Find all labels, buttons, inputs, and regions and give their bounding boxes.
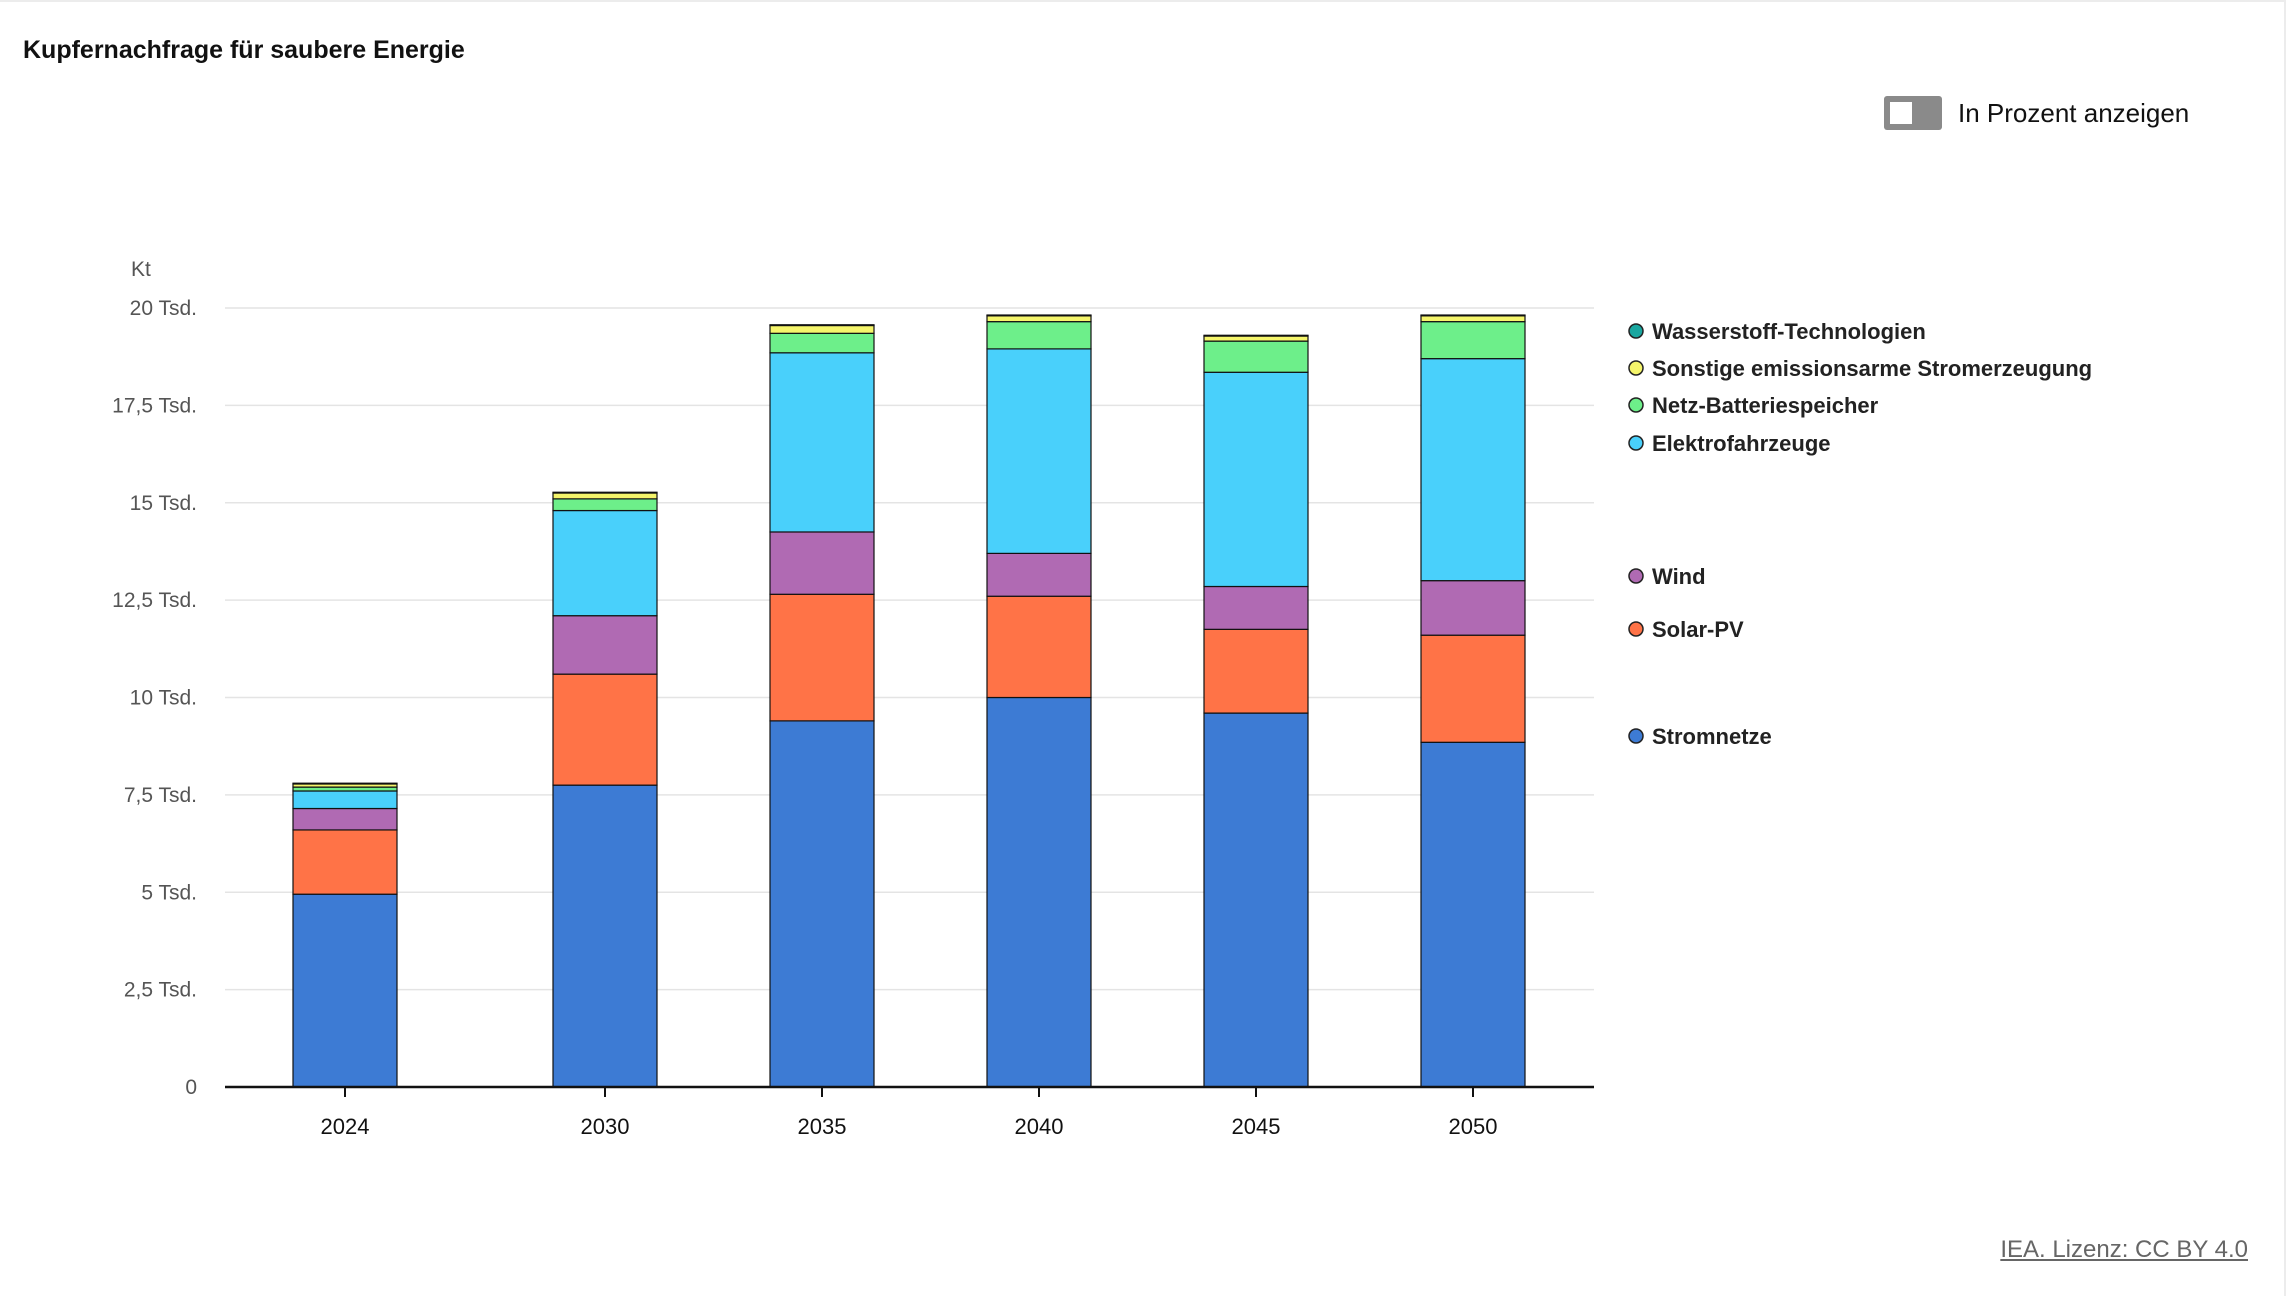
- bar-segment: [1420, 741, 1526, 1088]
- legend-item[interactable]: Stromnetze: [1628, 724, 1772, 749]
- legend-item[interactable]: Solar-PV: [1628, 617, 1744, 642]
- legend-swatch: [1628, 621, 1644, 637]
- x-tick-label: 2040: [1015, 1114, 1064, 1139]
- bar-segment: [292, 807, 398, 831]
- bar-segment: [1420, 315, 1526, 323]
- bar-segment: [986, 552, 1092, 597]
- legend-item[interactable]: Elektrofahrzeuge: [1628, 431, 1831, 456]
- bar-segment: [1203, 712, 1309, 1088]
- bar-segment: [1203, 335, 1309, 342]
- legend-swatch: [1628, 360, 1644, 376]
- bar-segment: [986, 595, 1092, 699]
- x-tick-label: 2030: [581, 1114, 630, 1139]
- legend-swatch: [1628, 568, 1644, 584]
- x-tick-label: 2035: [798, 1114, 847, 1139]
- y-tick-label: 12,5 Tsd.: [112, 589, 197, 612]
- y-tick-label: 10 Tsd.: [130, 687, 197, 710]
- bar-segment: [1420, 358, 1526, 582]
- bar-segment: [552, 673, 658, 786]
- y-tick-label: 7,5 Tsd.: [124, 784, 197, 807]
- y-tick-label: 2,5 Tsd.: [124, 979, 197, 1002]
- bar-segment: [986, 696, 1092, 1088]
- bar-segment: [769, 593, 875, 722]
- bar-segment: [986, 321, 1092, 350]
- y-tick-label: 5 Tsd.: [141, 881, 197, 904]
- legend-label: Wasserstoff-Technologien: [1652, 319, 1926, 344]
- legend-item[interactable]: Netz-Batteriespeicher: [1628, 393, 1879, 418]
- bar-segment: [769, 531, 875, 595]
- bar-segment: [292, 893, 398, 1088]
- bar-segment: [769, 332, 875, 354]
- bar-segment: [552, 509, 658, 617]
- x-tick-label: 2045: [1232, 1114, 1281, 1139]
- legend-label: Elektrofahrzeuge: [1652, 431, 1831, 456]
- bar-segment: [1203, 628, 1309, 714]
- legend: Wasserstoff-Technologien Sonstige emissio…: [1628, 319, 2092, 749]
- y-tick-label: 0: [185, 1076, 197, 1099]
- y-axis-unit-label: Kt: [131, 258, 151, 281]
- gridlines: [225, 307, 1594, 991]
- y-tick-label: 17,5 Tsd.: [112, 394, 197, 417]
- bar-segment: [552, 492, 658, 500]
- bar-segment: [1420, 321, 1526, 360]
- bar-segment: [292, 829, 398, 895]
- bar-segment: [292, 782, 398, 785]
- x-tick-label: 2050: [1449, 1114, 1498, 1139]
- page-title: Kupfernachfrage für saubere Energie: [23, 36, 465, 64]
- y-tick-label: 20 Tsd.: [130, 297, 197, 320]
- toggle-label: In Prozent anzeigen: [1958, 97, 2190, 128]
- bar-segment: [552, 491, 658, 494]
- toggle-switch[interactable]: [1884, 96, 1942, 130]
- x-tick-label: 2024: [321, 1114, 370, 1139]
- legend-item[interactable]: Wasserstoff-Technologien: [1628, 319, 1926, 344]
- bar-segment: [552, 615, 658, 675]
- percent-toggle[interactable]: In Prozent anzeigen: [1884, 96, 2189, 130]
- legend-item[interactable]: Wind: [1628, 564, 1706, 589]
- bar-segment: [769, 324, 875, 334]
- legend-label: Netz-Batteriespeicher: [1652, 393, 1879, 418]
- y-tick-label: 15 Tsd.: [130, 492, 197, 515]
- bar-segment: [1203, 334, 1309, 337]
- bar-segment: [1203, 340, 1309, 373]
- bar-segment: [769, 720, 875, 1088]
- bar-segment: [1420, 634, 1526, 743]
- legend-swatch: [1628, 728, 1644, 744]
- bar-segment: [1420, 314, 1526, 317]
- legend-item[interactable]: Sonstige emissionsarme Stromerzeugung: [1628, 356, 2092, 381]
- license-link[interactable]: IEA. Lizenz: CC BY 4.0: [2000, 1236, 2248, 1263]
- bar-segment: [769, 352, 875, 533]
- bar-segment: [1203, 371, 1309, 588]
- legend-label: Stromnetze: [1652, 724, 1772, 749]
- bar-segment: [769, 324, 875, 327]
- bar-segment: [1420, 580, 1526, 636]
- bar-segment: [986, 314, 1092, 317]
- toggle-knob: [1890, 102, 1912, 124]
- legend-label: Wind: [1652, 564, 1706, 589]
- legend-swatch: [1628, 397, 1644, 413]
- bars: [292, 314, 1526, 1088]
- bar-segment: [1203, 585, 1309, 630]
- bar-segment: [986, 348, 1092, 554]
- legend-swatch: [1628, 435, 1644, 451]
- bar-segment: [552, 784, 658, 1088]
- bar-segment: [986, 315, 1092, 323]
- legend-label: Solar-PV: [1652, 617, 1744, 642]
- legend-label: Sonstige emissionsarme Stromerzeugung: [1652, 356, 2092, 381]
- bar-segment: [552, 498, 658, 512]
- bar-segment: [292, 790, 398, 810]
- axes: Kt 0 2,5 Tsd. 5 Tsd. 7,5 Tsd. 10 Tsd. 12,5 Tsd…: [112, 258, 1594, 1139]
- legend-swatch: [1628, 323, 1644, 339]
